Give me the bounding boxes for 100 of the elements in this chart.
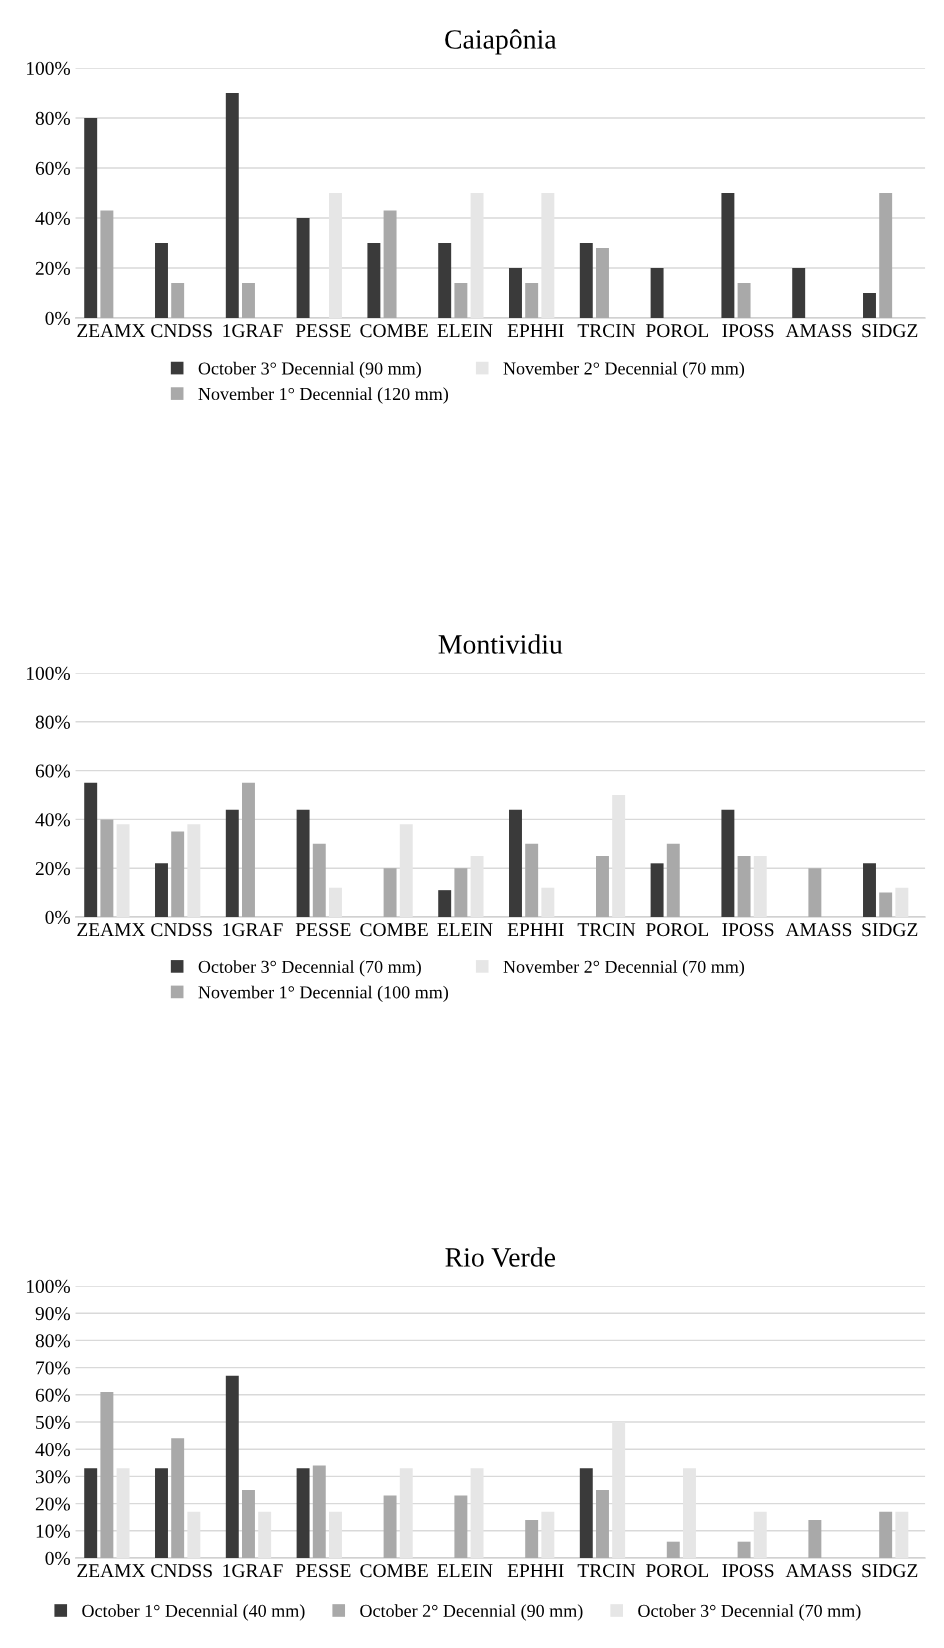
x-tick-label: SIDGZ	[862, 923, 918, 937]
bar	[470, 193, 484, 318]
y-tick-label: 20%	[35, 862, 70, 876]
bar	[737, 1541, 751, 1558]
y-tick-label: 80%	[35, 715, 70, 729]
bar	[225, 1375, 239, 1558]
bar	[155, 863, 168, 917]
legend-label: October 1° Decennial (40 mm)	[82, 1604, 305, 1621]
legend-label: November 2° Decennial (70 mm)	[503, 361, 745, 379]
bar	[470, 856, 484, 917]
legend-label: October 3° Decennial (70 mm)	[198, 960, 421, 977]
y-tick-label: 80%	[35, 111, 70, 125]
x-tick-label: SIDGZ	[862, 324, 918, 338]
bar	[721, 193, 735, 318]
x-tick-label: 1GRAF	[223, 923, 283, 937]
x-tick-label: TRCIN	[577, 923, 636, 937]
bar	[187, 1511, 201, 1558]
bar	[84, 118, 98, 318]
bar	[155, 243, 168, 318]
bar	[650, 268, 664, 318]
x-tick-label: TRCIN	[577, 1564, 636, 1578]
bar	[454, 868, 468, 917]
x-tick-label: TRCIN	[577, 324, 636, 338]
y-tick-label: 40%	[35, 813, 70, 827]
bar	[225, 93, 239, 318]
x-tick-label: AMASS	[785, 324, 852, 338]
bar	[650, 863, 664, 917]
x-tick-label: POROL	[646, 923, 709, 937]
chart-title: Montividiu	[438, 634, 563, 654]
bar	[525, 843, 539, 917]
bar	[438, 243, 452, 318]
x-tick-label: 1GRAF	[223, 1564, 283, 1578]
bar	[171, 1438, 185, 1558]
bar	[399, 1468, 413, 1558]
bar	[879, 892, 893, 917]
x-tick-label: ELEIN	[437, 324, 493, 338]
bar	[596, 1490, 609, 1558]
bar	[666, 1541, 680, 1558]
bar	[612, 1422, 626, 1558]
bar	[509, 809, 522, 917]
x-tick-label: ZEAMX	[77, 324, 146, 338]
bar	[383, 868, 397, 917]
y-tick-label: 10%	[36, 1524, 70, 1538]
bar	[242, 1490, 255, 1558]
bar	[596, 856, 609, 917]
bar	[863, 863, 876, 917]
bar	[596, 248, 609, 318]
legend-label: October 3° Decennial (90 mm)	[198, 361, 421, 379]
x-tick-label: AMASS	[785, 923, 852, 937]
x-tick-label: COMBE	[360, 923, 428, 937]
bar	[312, 1465, 326, 1558]
bar	[808, 1519, 822, 1558]
y-tick-label: 70%	[36, 1361, 70, 1375]
x-tick-label: IPOSS	[722, 923, 774, 937]
bar	[895, 1511, 909, 1558]
x-tick-label: CNDSS	[151, 1564, 212, 1578]
x-tick-label: ELEIN	[437, 1564, 493, 1578]
x-tick-label: PESSE	[295, 1564, 351, 1578]
legend-label: October 2° Decennial (90 mm)	[360, 1604, 583, 1621]
bar	[100, 819, 114, 917]
bar	[541, 193, 555, 318]
bar	[242, 283, 255, 318]
bar	[296, 809, 310, 917]
y-tick-label: 30%	[35, 1470, 70, 1484]
bar	[171, 283, 185, 318]
x-tick-label: COMBE	[360, 324, 428, 338]
legend-label: November 1° Decennial (100 mm)	[198, 985, 449, 1003]
bar	[100, 210, 114, 318]
bar	[541, 1511, 555, 1558]
bar	[895, 887, 909, 917]
bar	[666, 843, 680, 917]
y-tick-label: 60%	[35, 161, 70, 175]
bar	[579, 1468, 593, 1558]
bar	[525, 1519, 539, 1558]
x-tick-label: COMBE	[360, 1564, 428, 1578]
x-tick-label: EPHHI	[507, 1564, 564, 1578]
bar	[470, 1468, 484, 1558]
bar	[296, 1468, 310, 1558]
bar	[541, 887, 555, 917]
y-tick-label: 80%	[35, 1334, 70, 1348]
y-tick-label: 60%	[35, 1388, 70, 1402]
x-tick-label: 1GRAF	[223, 324, 283, 338]
y-tick-label: 0%	[45, 910, 70, 924]
y-tick-label: 50%	[36, 1415, 70, 1429]
bar	[187, 824, 201, 917]
bar	[155, 1468, 168, 1558]
x-tick-label: POROL	[646, 1564, 709, 1578]
bar	[116, 1468, 130, 1558]
bar	[808, 868, 822, 917]
bar	[579, 243, 593, 318]
bar	[721, 809, 735, 917]
legend-label: November 1° Decennial (120 mm)	[198, 387, 449, 404]
x-tick-label: SIDGZ	[862, 1564, 918, 1578]
bar	[737, 856, 751, 917]
bar	[367, 243, 381, 318]
y-tick-label: 40%	[35, 1443, 70, 1457]
bar	[879, 193, 893, 318]
bar	[312, 843, 326, 917]
bar	[84, 782, 98, 917]
y-tick-label: 100%	[27, 1279, 70, 1293]
